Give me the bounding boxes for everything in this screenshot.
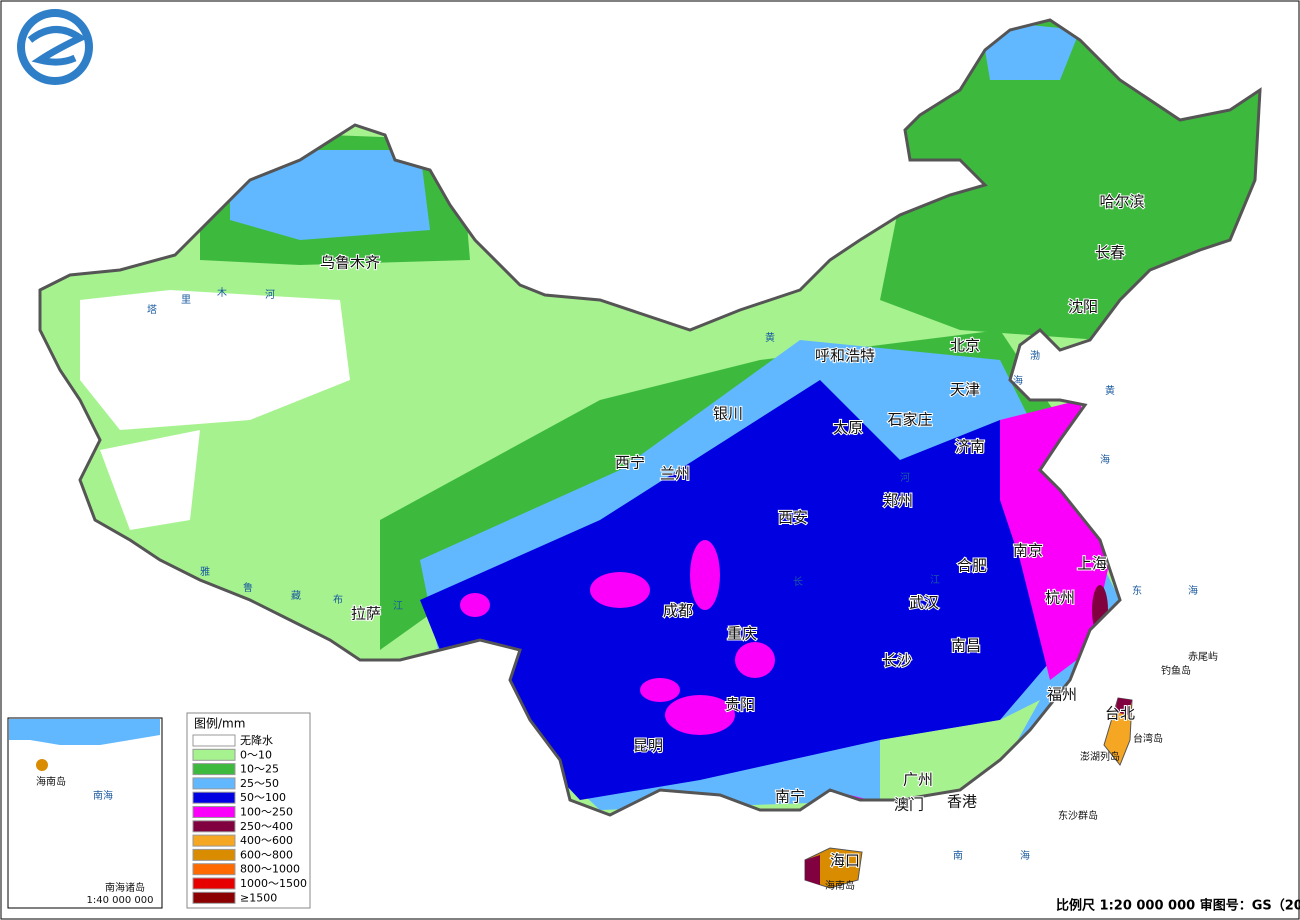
legend-label: 25～50 — [240, 777, 279, 790]
city-label: 上海 — [1077, 555, 1107, 573]
river-label: 鲁 — [243, 581, 253, 594]
legend-label: 800～1000 — [240, 863, 300, 876]
city-label: 石家庄 — [887, 411, 932, 429]
city-label: 杭州 — [1045, 589, 1075, 607]
inset-hainan — [36, 759, 48, 771]
inset-scale: 1:40 000 000 — [87, 895, 154, 906]
island-label: 东沙群岛 — [1058, 809, 1098, 822]
inset-land — [9, 719, 160, 745]
island-label: 赤尾屿 — [1188, 651, 1218, 663]
city-label: 南宁 — [775, 788, 805, 806]
city-label: 北京 — [950, 337, 980, 355]
river-label: 雅 — [200, 565, 210, 578]
river-label: 木 — [217, 287, 227, 299]
river-label: 塔 — [147, 303, 157, 316]
city-label: 银川 — [713, 405, 743, 423]
city-label: 兰州 — [660, 465, 690, 483]
sea-label: 东 — [1132, 584, 1142, 597]
city-label: 太原 — [833, 419, 863, 437]
taiwan — [1103, 697, 1133, 766]
logo — [17, 9, 93, 85]
sea-label: 海 — [1100, 453, 1110, 466]
river-label: 藏 — [291, 590, 301, 602]
legend-swatch — [192, 791, 236, 804]
legend-label: 600～800 — [240, 848, 293, 861]
sea-label: 海 — [1013, 374, 1023, 387]
inset-sea: 南海 — [93, 789, 113, 802]
city-label: 济南 — [955, 438, 985, 456]
city-label: 乌鲁木齐 — [320, 254, 380, 272]
river-label: 布 — [333, 594, 343, 606]
city-label: 广州 — [903, 771, 933, 789]
city-label: 长沙 — [882, 652, 912, 670]
legend-title: 图例/mm — [194, 717, 245, 731]
city-label: 海口 — [830, 852, 860, 870]
island-label: 钓鱼岛 — [1161, 664, 1191, 677]
sea-label: 南 — [953, 849, 963, 862]
city-label: 郑州 — [883, 492, 913, 510]
river-label: 河 — [265, 289, 275, 301]
island-label: 台湾岛 — [1133, 732, 1163, 745]
legend-label: 0～10 — [240, 748, 272, 761]
inset — [7, 717, 163, 909]
legend-label: 250～400 — [240, 820, 293, 833]
legend-label: 1000～1500 — [240, 877, 307, 890]
city-label: 香港 — [947, 793, 977, 811]
city-label: 武汉 — [909, 594, 939, 612]
legend-label: 100～250 — [240, 806, 293, 819]
hainan — [804, 847, 863, 889]
legend-swatch — [192, 863, 236, 876]
city-label: 西安 — [778, 509, 808, 527]
legend-swatch — [192, 820, 236, 833]
city-label: 长春 — [1095, 244, 1125, 262]
legend-swatch — [192, 734, 236, 747]
inset-title: 南海诸岛 — [105, 881, 145, 894]
city-label: 贵阳 — [725, 696, 755, 714]
city-label: 福州 — [1047, 686, 1077, 704]
legend-swatch — [192, 777, 236, 790]
city-label: 台北 — [1105, 705, 1135, 723]
footer: 比例尺 1:20 000 000 审图号：GS（2019）3082号 — [1056, 898, 1300, 914]
legend-swatch — [192, 806, 236, 818]
legend-label: 50～100 — [240, 791, 286, 804]
legend-swatch — [192, 763, 236, 776]
city-label: 成都 — [663, 602, 693, 620]
legend-swatch — [192, 748, 236, 761]
river-label: 黄 — [765, 331, 775, 344]
island-label: 澎湖列岛 — [1080, 750, 1120, 763]
city-label: 澳门 — [894, 796, 924, 814]
legend-label: 无降水 — [240, 733, 273, 747]
sea-label: 海 — [1188, 584, 1198, 597]
city-label: 南京 — [1013, 542, 1043, 560]
sea-label: 黄 — [1105, 384, 1115, 397]
city-label: 重庆 — [727, 625, 757, 643]
inset-island: 海南岛 — [36, 775, 66, 788]
sea-label: 渤 — [1030, 349, 1040, 362]
city-label: 呼和浩特 — [815, 347, 875, 365]
legend-label: 10～25 — [240, 763, 279, 776]
city-label: 沈阳 — [1068, 298, 1098, 316]
city-label: 昆明 — [633, 737, 663, 755]
city-label: 合肥 — [957, 557, 987, 575]
legend-swatch — [192, 891, 236, 904]
river-label: 里 — [181, 294, 191, 306]
legend-swatch — [192, 834, 236, 847]
legend-swatch — [192, 877, 236, 890]
river-label: 江 — [930, 574, 940, 586]
river-label: 长 — [793, 576, 803, 588]
city-label: 天津 — [950, 381, 980, 399]
city-label: 拉萨 — [351, 605, 381, 623]
river-label: 河 — [900, 472, 910, 484]
legend-label: ≥1500 — [240, 891, 277, 904]
city-label: 西宁 — [615, 454, 645, 472]
sea-label: 海 — [1020, 849, 1030, 862]
river-label: 江 — [393, 600, 403, 612]
island-label: 海南岛 — [825, 879, 855, 892]
legend-swatch — [192, 848, 236, 861]
city-label: 哈尔滨 — [1099, 193, 1144, 211]
city-label: 南昌 — [951, 637, 981, 655]
legend-label: 400～600 — [240, 834, 293, 847]
